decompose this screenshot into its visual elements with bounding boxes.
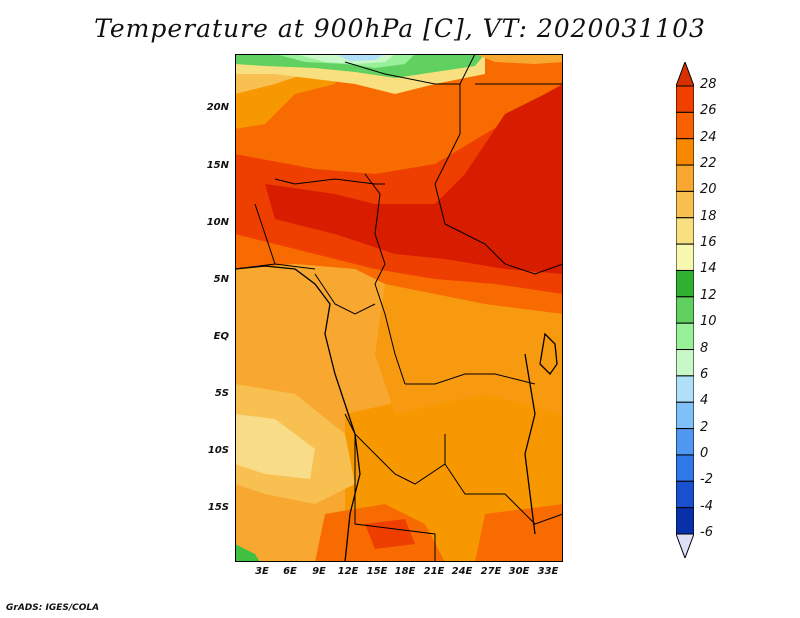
colorbar-label: 20 (700, 182, 717, 198)
colorbar-label: -2 (700, 472, 713, 488)
lon-label-33e: 33E (537, 566, 559, 577)
colorbar-bin (675, 507, 695, 535)
colorbar-label: -4 (700, 498, 713, 514)
footer-credit: GrADS: IGES/COLA (6, 603, 100, 613)
temperature-map: 20N 15N 10N 5N EQ 5S 10S 15S 3E 6E 9E 12… (207, 53, 564, 577)
lon-label-30e: 30E (508, 566, 530, 577)
lon-label-12e: 12E (337, 566, 359, 577)
colorbar-label: 28 (700, 77, 717, 92)
colorbar-bin (675, 296, 695, 324)
colorbar-label: 26 (700, 103, 717, 119)
colorbar-label: 14 (700, 261, 717, 277)
lat-label-15s: 15S (207, 502, 229, 513)
colorbar-bin (675, 190, 695, 219)
lat-label-10s: 10S (207, 445, 229, 456)
colorbar-label: 8 (700, 340, 709, 356)
colorbar-label: 0 (700, 445, 709, 461)
colorbar-bin (675, 480, 695, 509)
field-ne-light (475, 54, 563, 64)
colorbar-bin (675, 322, 695, 351)
field-north-hot (265, 84, 563, 274)
lon-label-3e: 3E (255, 566, 269, 577)
colorbar-bin (675, 454, 695, 482)
colorbar-top-triangle (675, 60, 695, 87)
lat-label-5s: 5S (214, 388, 229, 399)
map-border (235, 54, 563, 562)
coastline (234, 265, 558, 563)
colorbar-label: 2 (700, 419, 709, 435)
lat-label-15n: 15N (206, 160, 229, 171)
colorbar (675, 60, 695, 560)
lat-label-20n: 20N (206, 102, 229, 113)
colorbar-bin (675, 243, 695, 271)
colorbar-bin (675, 375, 695, 403)
colorbar-label: 10 (700, 314, 717, 330)
lon-label-9e: 9E (312, 566, 326, 577)
chart-title: Temperature at 900hPa [C], VT: 202003110… (94, 14, 706, 43)
colorbar-label: 12 (700, 287, 717, 303)
map-svg (234, 53, 564, 563)
field-sw-cream (235, 414, 315, 479)
lon-label-21e: 21E (423, 566, 445, 577)
colorbar-bin (675, 164, 695, 192)
field-sw-green (235, 544, 260, 562)
colorbar-bin (675, 85, 695, 113)
colorbar-label: 6 (700, 366, 709, 382)
colorbar-label: 16 (700, 235, 717, 251)
field-se-red (475, 504, 563, 562)
colorbar-label: 24 (700, 129, 717, 145)
lon-label-15e: 15E (366, 566, 388, 577)
colorbar-label: 22 (700, 156, 717, 172)
country-borders (234, 53, 564, 562)
lat-label-10n: 10N (206, 217, 229, 228)
colorbar-bin (675, 269, 695, 298)
colorbar-label: 18 (700, 208, 717, 224)
colorbar-bin (675, 111, 695, 140)
colorbar-bin (675, 138, 695, 166)
lat-label-5n: 5N (213, 274, 229, 285)
colorbar-label: 4 (700, 393, 709, 409)
colorbar-label: -6 (700, 525, 713, 540)
colorbar-svg (675, 60, 695, 560)
lon-label-24e: 24E (451, 566, 473, 577)
colorbar-bottom-triangle (675, 533, 695, 560)
field-north-blue (335, 54, 385, 61)
colorbar-bin (675, 217, 695, 245)
colorbar-bin (675, 349, 695, 377)
lon-label-6e: 6E (283, 566, 297, 577)
lat-label-eq: EQ (213, 331, 229, 342)
colorbar-bin (675, 401, 695, 430)
lon-label-27e: 27E (480, 566, 502, 577)
lon-label-18e: 18E (394, 566, 416, 577)
colorbar-bin (675, 428, 695, 456)
